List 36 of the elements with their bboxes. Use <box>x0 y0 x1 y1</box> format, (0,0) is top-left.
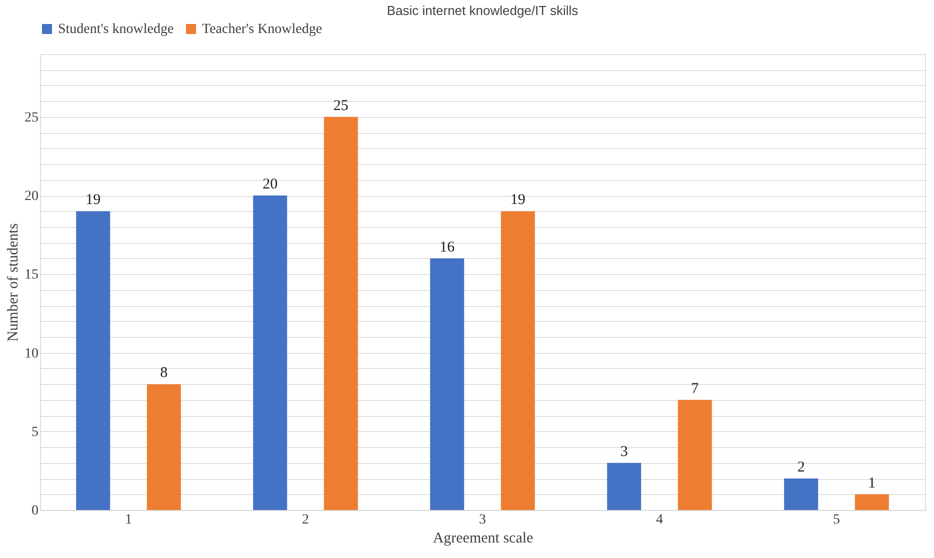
chart-title: Basic internet knowledge/IT skills <box>386 3 579 18</box>
data-label: 1 <box>868 475 876 492</box>
data-label: 20 <box>262 176 278 193</box>
data-label: 3 <box>620 444 628 460</box>
y-tick-label: 15 <box>24 268 38 283</box>
x-tick-label: 2 <box>302 512 309 528</box>
legend-label: Student's knowledge <box>58 22 174 37</box>
y-tick-label: 25 <box>24 110 38 126</box>
x-axis-title: Agreement scale <box>432 530 534 546</box>
x-tick-label: 1 <box>125 512 132 528</box>
bar <box>500 211 535 510</box>
bar <box>430 258 464 510</box>
bar <box>678 400 712 510</box>
bar <box>324 116 358 510</box>
bar <box>784 478 818 510</box>
bar <box>76 211 110 510</box>
legend-label: Teacher's Knowledge <box>202 22 322 37</box>
x-tick-label: 5 <box>833 512 840 528</box>
y-axis-title: Number of students <box>6 223 22 342</box>
data-label: 19 <box>510 192 526 208</box>
bar <box>253 196 288 510</box>
data-label: 16 <box>440 239 456 256</box>
x-tick-label: 3 <box>479 512 486 528</box>
data-label: 25 <box>333 98 348 114</box>
data-label: 7 <box>691 380 700 397</box>
y-tick-label: 20 <box>24 189 38 204</box>
bar <box>607 462 642 510</box>
bar <box>146 384 181 510</box>
bar <box>854 494 889 510</box>
data-label: 19 <box>86 192 101 208</box>
data-label: 2 <box>797 460 805 476</box>
y-tick-label: 5 <box>32 424 38 440</box>
x-tick-label: 4 <box>656 512 663 528</box>
data-label: 8 <box>160 365 168 382</box>
y-tick-label: 0 <box>32 504 38 518</box>
y-tick-label: 10 <box>24 346 38 362</box>
